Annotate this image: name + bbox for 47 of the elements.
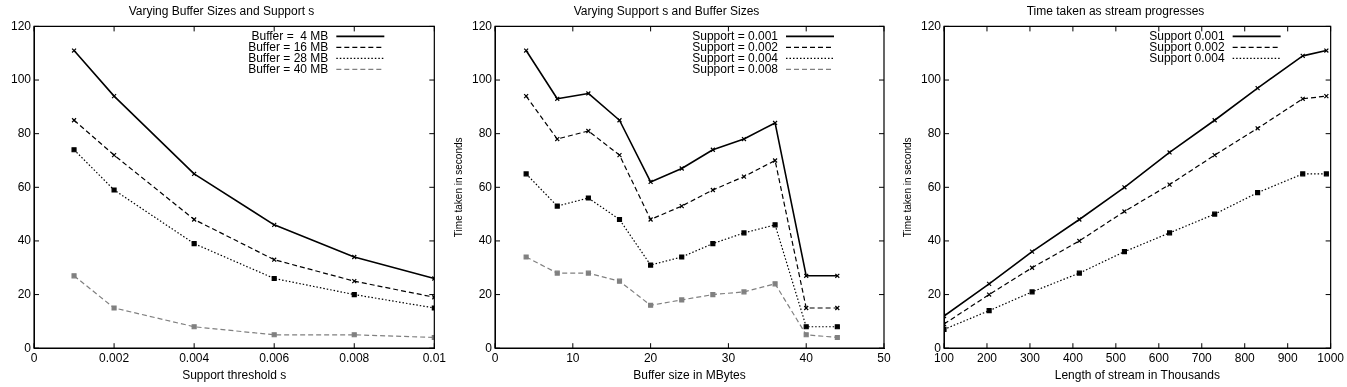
x-tick-label: 300 xyxy=(1019,350,1041,365)
y-tick-label: 20 xyxy=(927,286,942,301)
y-tick-label: 40 xyxy=(478,233,493,248)
x-tick-label: 50 xyxy=(877,350,891,365)
x-tick-label: 700 xyxy=(1191,350,1213,365)
x-axis-title: Length of stream in Thousands xyxy=(1054,368,1220,383)
x-tick-label: 0.01 xyxy=(422,350,447,365)
x-tick-label: 0.004 xyxy=(179,350,210,365)
y-tick-label: 120 xyxy=(471,18,493,33)
x-tick-label: 10 xyxy=(566,350,580,365)
y-tick-label: 80 xyxy=(478,125,493,140)
y-tick-label: 100 xyxy=(10,72,32,87)
x-tick-label: 1000 xyxy=(1317,350,1345,365)
x-tick-label: 500 xyxy=(1105,350,1127,365)
y-tick-label: 20 xyxy=(17,286,32,301)
y-tick-label: 60 xyxy=(17,179,32,194)
chart-title: Varying Buffer Sizes and Support s xyxy=(128,3,315,18)
y-tick-label: 60 xyxy=(478,179,493,194)
y-tick-label: 100 xyxy=(471,72,493,87)
x-tick-label: 900 xyxy=(1277,350,1299,365)
y-tick-label: 20 xyxy=(478,286,493,301)
y-tick-label: 60 xyxy=(927,179,942,194)
x-tick-label: 0.002 xyxy=(99,350,130,365)
chart-title: Varying Support s and Buffer Sizes xyxy=(573,3,760,18)
y-tick-label: 80 xyxy=(927,125,942,140)
x-tick-label: 600 xyxy=(1148,350,1170,365)
x-tick-label: 40 xyxy=(799,350,814,365)
y-tick-label: 0 xyxy=(485,340,493,355)
chart-title: Time taken as stream progresses xyxy=(1026,3,1205,18)
y-tick-label: 80 xyxy=(17,125,32,140)
y-tick-label: 100 xyxy=(920,72,942,87)
y-tick-label: 120 xyxy=(920,18,942,33)
x-tick-label: 200 xyxy=(976,350,998,365)
x-tick-label: 0.008 xyxy=(339,350,370,365)
x-axis-title: Buffer size in MBytes xyxy=(633,368,746,383)
x-tick-label: 800 xyxy=(1234,350,1256,365)
y-tick-label: 120 xyxy=(10,18,32,33)
x-tick-label: 20 xyxy=(643,350,658,365)
x-tick-label: 400 xyxy=(1062,350,1084,365)
y-axis-title: Time taken in seconds xyxy=(452,137,464,238)
y-tick-label: 0 xyxy=(24,340,32,355)
x-tick-label: 0.006 xyxy=(259,350,290,365)
x-tick-label: 30 xyxy=(721,350,736,365)
x-axis-title: Support threshold s xyxy=(182,368,287,383)
y-tick-label: 40 xyxy=(17,233,32,248)
y-tick-label: 40 xyxy=(927,233,942,248)
y-axis-title: Time taken in seconds xyxy=(901,137,913,238)
